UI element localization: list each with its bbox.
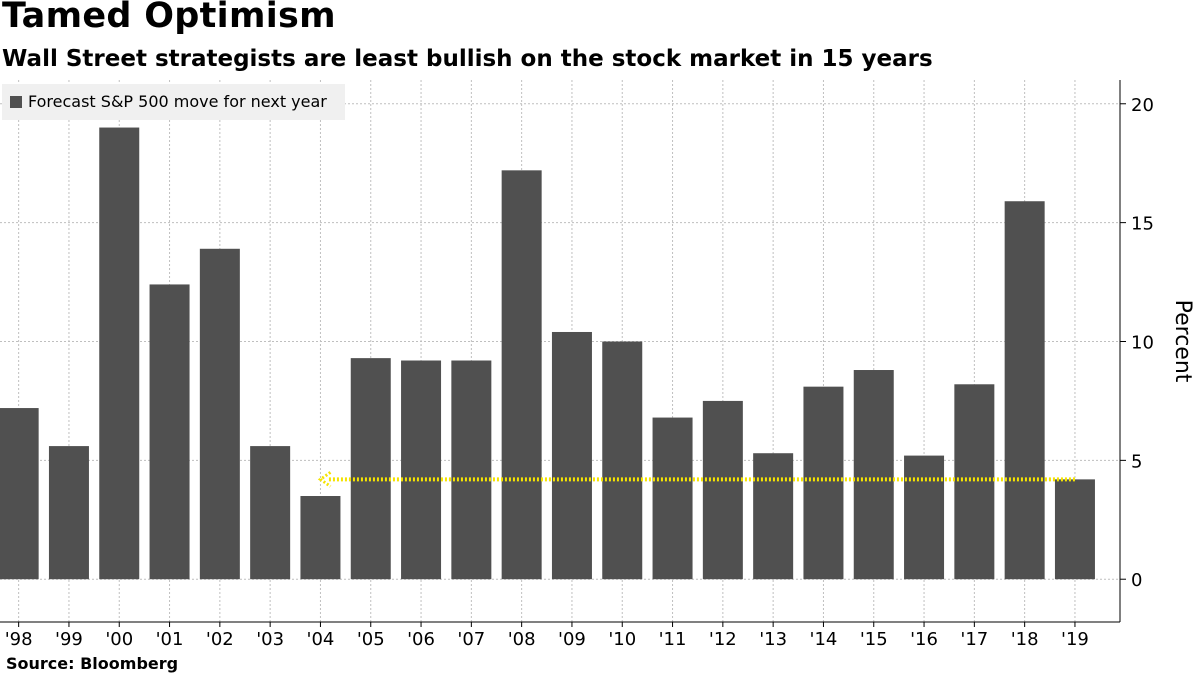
x-tick-label: '98	[5, 629, 33, 650]
bar	[199, 248, 240, 580]
x-tick-label: '02	[206, 629, 234, 650]
y-tick-label: 0	[1131, 570, 1142, 591]
x-tick-label: '00	[105, 629, 133, 650]
bar	[48, 446, 89, 580]
legend-swatch	[10, 96, 22, 108]
x-tick-label: '13	[759, 629, 787, 650]
x-tick-label: '14	[810, 629, 838, 650]
bar	[350, 358, 391, 580]
legend-label: Forecast S&P 500 move for next year	[28, 92, 327, 111]
bar	[551, 331, 592, 580]
y-tick-label: 10	[1131, 332, 1154, 353]
bar	[602, 341, 643, 580]
y-axis-title: Percent	[1170, 300, 1195, 383]
x-tick-label: '06	[407, 629, 435, 650]
x-tick-label: '12	[709, 629, 737, 650]
bar	[702, 400, 743, 580]
bar	[853, 370, 894, 580]
chart-title: Tamed Optimism	[2, 0, 336, 36]
bar	[652, 417, 693, 580]
y-tick-label: 5	[1131, 451, 1142, 472]
x-tick-label: '19	[1061, 629, 1089, 650]
bar	[451, 360, 492, 580]
bar	[1054, 479, 1095, 580]
y-tick-label: 20	[1131, 95, 1154, 116]
bar	[99, 127, 140, 580]
source-note: Source: Bloomberg	[6, 654, 179, 673]
x-tick-label: '04	[307, 629, 335, 650]
bar	[954, 384, 995, 580]
x-tick-label: '09	[558, 629, 586, 650]
x-tick-label: '03	[256, 629, 284, 650]
x-tick-label: '11	[659, 629, 687, 650]
bar	[250, 446, 291, 580]
x-tick-label: '16	[910, 629, 938, 650]
x-tick-label: '10	[608, 629, 636, 650]
annotation-layer	[317, 471, 1075, 488]
x-tick-label: '18	[1011, 629, 1039, 650]
bar	[501, 170, 542, 580]
bar	[149, 284, 190, 580]
x-tick-label: '15	[860, 629, 888, 650]
x-tick-label: '05	[357, 629, 385, 650]
chart-subtitle: Wall Street strategists are least bullis…	[2, 46, 933, 72]
bar	[0, 408, 39, 580]
y-tick-label: 15	[1131, 214, 1154, 235]
annotation-arrowhead	[317, 471, 332, 488]
x-tick-label: '08	[508, 629, 536, 650]
x-tick-label: '07	[457, 629, 485, 650]
bar	[753, 453, 794, 580]
x-tick-label: '01	[156, 629, 184, 650]
bar	[904, 455, 945, 580]
x-tick-label: '17	[960, 629, 988, 650]
axis-layer: 0 5 10 15 20 '98 '99 '00 '01 '02 '03 '04 '05 '06 '07 '0…	[0, 80, 1195, 650]
bar-layer	[0, 127, 1095, 580]
bar	[803, 386, 844, 580]
bar	[300, 496, 341, 580]
bar	[1004, 201, 1045, 580]
bar	[401, 360, 442, 580]
x-tick-label: '99	[55, 629, 83, 650]
legend: Forecast S&P 500 move for next year	[2, 84, 345, 120]
